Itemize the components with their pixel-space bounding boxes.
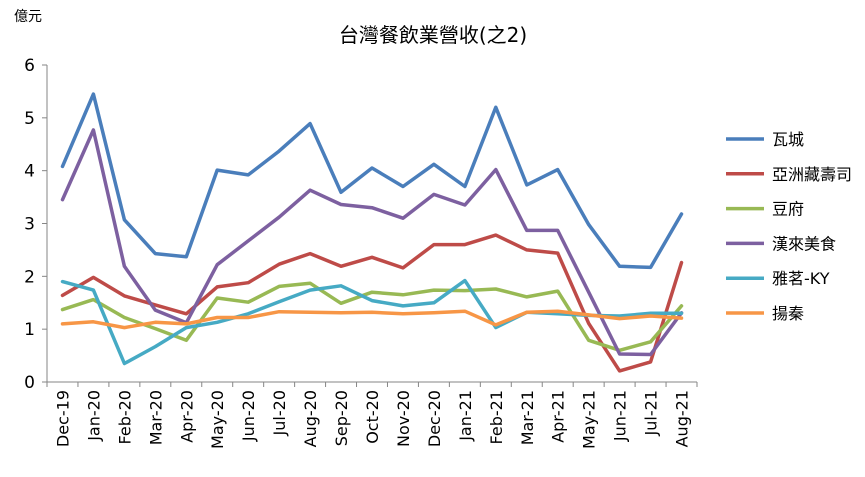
series-line	[60, 281, 684, 353]
x-tick-label: Aug-21	[673, 390, 692, 447]
x-tick-label: May-21	[580, 390, 599, 449]
plot-area	[60, 92, 684, 373]
x-tick-label: Mar-21	[518, 390, 537, 445]
x-tick-label: Sep-20	[332, 390, 351, 446]
y-tick-label: 6	[24, 56, 35, 76]
legend-label: 漢來美食	[772, 234, 836, 253]
chart-title: 台灣餐飲業營收(之2)	[339, 23, 527, 47]
x-tick-label: Dec-20	[425, 390, 444, 447]
x-tick-label: Apr-20	[177, 390, 196, 443]
y-tick-label: 5	[24, 109, 35, 129]
x-tick-label: Jun-21	[611, 390, 630, 442]
x-tick-label: Feb-20	[115, 390, 134, 444]
y-tick-label: 0	[24, 373, 35, 393]
x-tick-label: Aug-20	[301, 390, 320, 447]
x-tick-label: Oct-20	[363, 390, 382, 444]
x-tick-label: Feb-21	[487, 390, 506, 444]
legend-label: 瓦城	[772, 130, 804, 149]
series-line	[60, 92, 684, 270]
legend-label: 亞洲藏壽司	[772, 165, 852, 184]
axes: 0 1 2 3 4 5 6 Dec-19 Jan-20 Feb-20 Mar-20 Apr-20 May…	[24, 56, 698, 449]
legend-label: 揚秦	[772, 304, 804, 323]
y-tick-label: 3	[24, 215, 35, 235]
x-tick-label: Dec-19	[53, 390, 72, 447]
legend-label: 豆府	[772, 200, 804, 219]
y-tick-label: 2	[24, 267, 35, 287]
x-tick-label: Apr-21	[549, 390, 568, 443]
x-tick-label: Mar-20	[146, 390, 165, 445]
series-line	[60, 128, 684, 357]
series-line	[60, 233, 684, 373]
x-tick-label: May-20	[208, 390, 227, 449]
y-tick-label: 4	[24, 162, 35, 182]
x-tick-label: Jun-20	[239, 390, 258, 442]
y-tick-label: 1	[24, 320, 35, 340]
x-tick-label: Jan-20	[84, 390, 103, 442]
legend-label: 雅茗-KY	[772, 269, 830, 288]
series-line	[60, 309, 684, 330]
x-tick-label: Jul-21	[642, 390, 661, 436]
x-tick-label: Nov-20	[394, 390, 413, 447]
x-tick-label: Jul-20	[270, 390, 289, 436]
unit-label: 億元	[14, 9, 42, 25]
x-tick-label: Jan-21	[456, 390, 475, 442]
